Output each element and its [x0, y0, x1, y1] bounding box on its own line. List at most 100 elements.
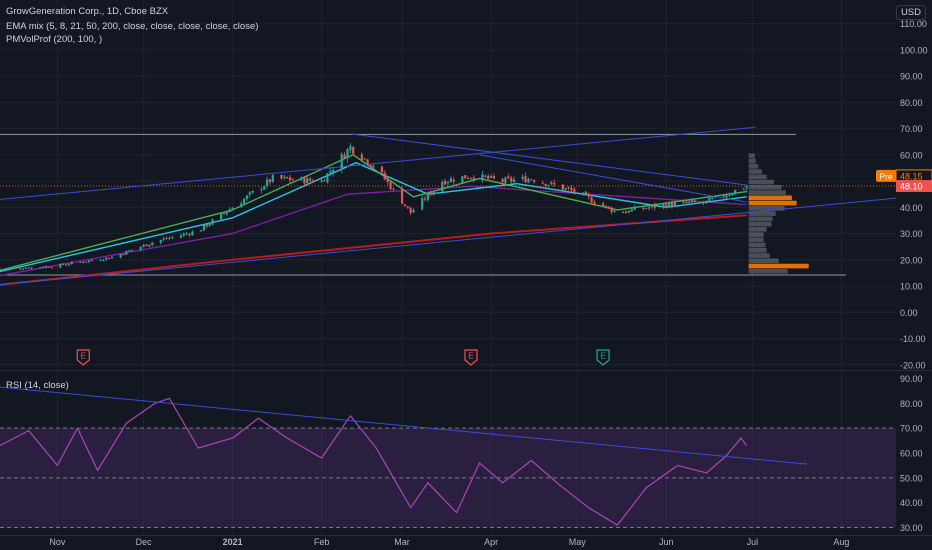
candle-body	[82, 261, 85, 263]
candle-body	[19, 268, 22, 270]
volume-profile-bar	[748, 205, 785, 211]
candle-body	[650, 205, 653, 208]
time-tick-label: Feb	[314, 537, 330, 547]
candle-body	[541, 182, 544, 184]
candle-body	[151, 242, 154, 245]
candle-body	[426, 192, 429, 200]
currency-selector[interactable]: USD	[895, 5, 926, 20]
candle-body	[110, 257, 114, 259]
candle-body	[21, 268, 25, 270]
candle-body	[59, 263, 62, 268]
candle-body	[142, 244, 145, 247]
candle-body	[627, 210, 631, 213]
price-tick-label: 0.00	[900, 308, 918, 318]
pmvol-indicator-label[interactable]: PMVolProf (200, 100, )	[6, 34, 103, 45]
candle-body	[85, 261, 88, 263]
candle-body	[705, 200, 708, 202]
earnings-marker-label: E	[468, 352, 473, 361]
volume-profile-bar	[748, 268, 788, 274]
candle-body	[303, 177, 306, 184]
candle-body	[39, 267, 42, 269]
candle-body	[182, 233, 185, 236]
candle-body	[7, 268, 10, 270]
candle-body	[412, 210, 415, 213]
candle-body	[702, 202, 705, 204]
volume-profile-bar	[748, 263, 809, 269]
time-tick-label: Aug	[833, 537, 849, 547]
candle-body	[725, 195, 728, 198]
candle-body	[24, 267, 27, 269]
candle-body	[248, 192, 251, 195]
price-trendline	[479, 154, 747, 203]
candle-body	[179, 235, 183, 238]
candle-body	[360, 154, 363, 161]
candle-body	[512, 179, 516, 182]
candle-body	[0, 268, 2, 270]
candle-body	[564, 187, 567, 190]
candle-body	[128, 250, 131, 252]
price-trendline	[0, 126, 756, 200]
candle-body	[533, 180, 536, 182]
last-price-value: 48.10	[900, 182, 923, 192]
rsi-indicator-label[interactable]: RSI (14, close)	[6, 380, 69, 391]
candle-body	[309, 178, 312, 181]
volume-profile-bar	[748, 211, 776, 216]
last-price-tag	[896, 180, 932, 193]
rsi-tick-label: 70.00	[900, 424, 923, 434]
candle-body	[67, 264, 71, 266]
volume-profile-bar	[748, 195, 792, 201]
candle-body	[108, 257, 111, 259]
candle-body	[452, 179, 455, 182]
candle-body	[587, 194, 590, 197]
time-tick-label: Dec	[136, 537, 153, 547]
rsi-line	[0, 397, 748, 526]
earnings-marker-icon	[76, 349, 90, 366]
candle-body	[530, 179, 533, 181]
price-tick-label: -10.00	[900, 334, 926, 344]
candle-body	[222, 213, 226, 215]
time-tick-label: Jul	[747, 537, 759, 547]
earnings-marker-icon	[464, 349, 478, 366]
candle-body	[553, 182, 556, 185]
candle-body	[461, 176, 464, 183]
candle-body	[504, 177, 507, 184]
candle-body	[584, 191, 587, 195]
candle-body	[369, 164, 372, 167]
candle-body	[306, 177, 309, 184]
rsi-tick-label: 40.00	[900, 498, 923, 508]
candle-body	[288, 177, 292, 181]
candle-body	[622, 211, 625, 213]
volume-profile-bar	[748, 247, 767, 253]
candle-body	[162, 238, 165, 240]
volume-profile-bar	[748, 179, 774, 185]
ema-line-ema200	[0, 214, 747, 286]
candle-body	[139, 246, 142, 250]
candle-body	[581, 192, 585, 194]
candle-body	[191, 231, 194, 236]
volume-profile-bar	[748, 190, 786, 195]
candle-body	[668, 202, 671, 208]
candle-body	[573, 189, 576, 193]
volume-profile-bar	[748, 258, 779, 264]
ema-indicator-label[interactable]: EMA mix (5, 8, 21, 50, 200, close, close…	[6, 21, 259, 32]
candle-body	[481, 174, 484, 181]
candle-body	[205, 224, 208, 227]
candle-body	[630, 209, 633, 212]
candle-body	[601, 203, 605, 206]
candle-body	[691, 200, 694, 203]
candle-body	[734, 189, 737, 195]
price-tick-label: 30.00	[900, 229, 923, 239]
candle-body	[47, 266, 50, 268]
symbol-title: GrowGeneration Corp., 1D, Cboe BZX	[6, 6, 169, 17]
candle-body	[228, 209, 231, 213]
time-tick-label: May	[569, 537, 587, 547]
candle-body	[688, 201, 691, 203]
candle-body	[444, 180, 447, 185]
candle-body	[441, 181, 444, 192]
candle-body	[220, 213, 223, 220]
candle-body	[372, 165, 375, 168]
candle-body	[593, 201, 596, 204]
candle-body	[265, 179, 269, 186]
candle-body	[610, 207, 613, 212]
